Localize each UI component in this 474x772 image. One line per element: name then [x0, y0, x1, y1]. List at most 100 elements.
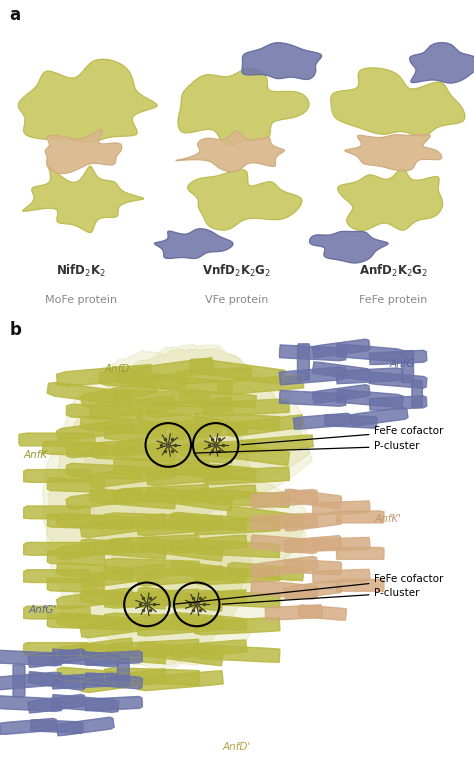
- Polygon shape: [56, 612, 133, 631]
- Polygon shape: [23, 166, 144, 232]
- Polygon shape: [170, 535, 247, 554]
- Text: FeFe protein: FeFe protein: [359, 295, 428, 305]
- Polygon shape: [80, 644, 166, 664]
- Polygon shape: [312, 384, 370, 403]
- Polygon shape: [117, 658, 129, 686]
- Polygon shape: [284, 512, 342, 531]
- Polygon shape: [80, 514, 166, 537]
- Polygon shape: [298, 605, 346, 620]
- Polygon shape: [155, 229, 233, 259]
- Polygon shape: [194, 567, 280, 584]
- Polygon shape: [293, 413, 351, 429]
- Polygon shape: [47, 478, 104, 493]
- Polygon shape: [146, 487, 233, 511]
- Text: P-cluster: P-cluster: [222, 588, 420, 604]
- Polygon shape: [189, 359, 285, 384]
- Text: AnfD': AnfD': [223, 742, 251, 752]
- Polygon shape: [170, 422, 247, 439]
- Polygon shape: [24, 642, 90, 655]
- Polygon shape: [310, 232, 388, 263]
- Polygon shape: [146, 443, 233, 463]
- Polygon shape: [104, 613, 199, 631]
- Polygon shape: [118, 357, 214, 384]
- Text: FeFe cofactor: FeFe cofactor: [175, 574, 444, 604]
- Polygon shape: [0, 672, 62, 690]
- Text: FeFe cofactor: FeFe cofactor: [241, 426, 444, 445]
- Polygon shape: [28, 649, 86, 667]
- Polygon shape: [24, 606, 90, 619]
- Polygon shape: [280, 391, 346, 406]
- Polygon shape: [52, 673, 118, 689]
- Polygon shape: [114, 459, 209, 476]
- Polygon shape: [313, 537, 370, 551]
- Polygon shape: [28, 672, 86, 690]
- Polygon shape: [251, 557, 318, 577]
- Polygon shape: [24, 570, 90, 583]
- Polygon shape: [85, 673, 143, 689]
- Polygon shape: [18, 59, 157, 142]
- Polygon shape: [284, 536, 342, 553]
- Polygon shape: [188, 170, 302, 230]
- Polygon shape: [84, 348, 310, 610]
- Polygon shape: [28, 695, 86, 713]
- Polygon shape: [66, 439, 143, 458]
- Polygon shape: [251, 513, 318, 530]
- Text: AnfG': AnfG': [28, 605, 57, 615]
- Polygon shape: [0, 696, 62, 712]
- Polygon shape: [113, 431, 209, 456]
- Polygon shape: [265, 604, 322, 620]
- Polygon shape: [45, 130, 122, 174]
- Polygon shape: [104, 421, 199, 439]
- Polygon shape: [90, 395, 176, 419]
- Text: VnfD$_2$K$_2$G$_2$: VnfD$_2$K$_2$G$_2$: [202, 262, 272, 279]
- Polygon shape: [369, 396, 427, 410]
- Polygon shape: [298, 344, 309, 381]
- Polygon shape: [90, 489, 176, 509]
- Polygon shape: [80, 614, 166, 638]
- Polygon shape: [237, 435, 313, 453]
- Polygon shape: [204, 490, 290, 507]
- Polygon shape: [56, 717, 114, 736]
- Polygon shape: [242, 42, 321, 80]
- Text: AnfK': AnfK': [374, 514, 401, 524]
- Polygon shape: [56, 667, 133, 686]
- Polygon shape: [324, 415, 377, 428]
- Polygon shape: [194, 618, 280, 635]
- Polygon shape: [80, 564, 166, 587]
- Polygon shape: [204, 467, 290, 485]
- Polygon shape: [43, 442, 109, 455]
- Polygon shape: [104, 639, 199, 659]
- Polygon shape: [180, 441, 256, 456]
- Polygon shape: [146, 466, 233, 486]
- Polygon shape: [194, 591, 280, 608]
- Polygon shape: [52, 649, 119, 667]
- Polygon shape: [56, 419, 133, 441]
- Polygon shape: [137, 642, 223, 665]
- Polygon shape: [280, 367, 346, 385]
- Polygon shape: [345, 134, 442, 171]
- Polygon shape: [0, 650, 62, 666]
- Polygon shape: [57, 513, 133, 530]
- Polygon shape: [80, 539, 166, 559]
- Polygon shape: [30, 720, 83, 733]
- Text: MoFe protein: MoFe protein: [45, 295, 117, 305]
- Polygon shape: [227, 506, 304, 528]
- Polygon shape: [350, 408, 408, 426]
- Polygon shape: [337, 511, 384, 523]
- Polygon shape: [337, 368, 403, 384]
- Polygon shape: [56, 364, 152, 386]
- Polygon shape: [251, 581, 318, 599]
- Polygon shape: [369, 350, 427, 364]
- Text: AnfG: AnfG: [389, 359, 415, 369]
- Text: P-cluster: P-cluster: [194, 442, 420, 453]
- Polygon shape: [47, 578, 104, 592]
- Text: a: a: [9, 6, 20, 25]
- Polygon shape: [100, 371, 185, 389]
- Polygon shape: [56, 563, 133, 581]
- Polygon shape: [137, 516, 223, 536]
- Polygon shape: [170, 640, 247, 659]
- Polygon shape: [56, 538, 133, 560]
- Polygon shape: [137, 566, 223, 586]
- Polygon shape: [313, 569, 370, 583]
- Polygon shape: [56, 638, 133, 660]
